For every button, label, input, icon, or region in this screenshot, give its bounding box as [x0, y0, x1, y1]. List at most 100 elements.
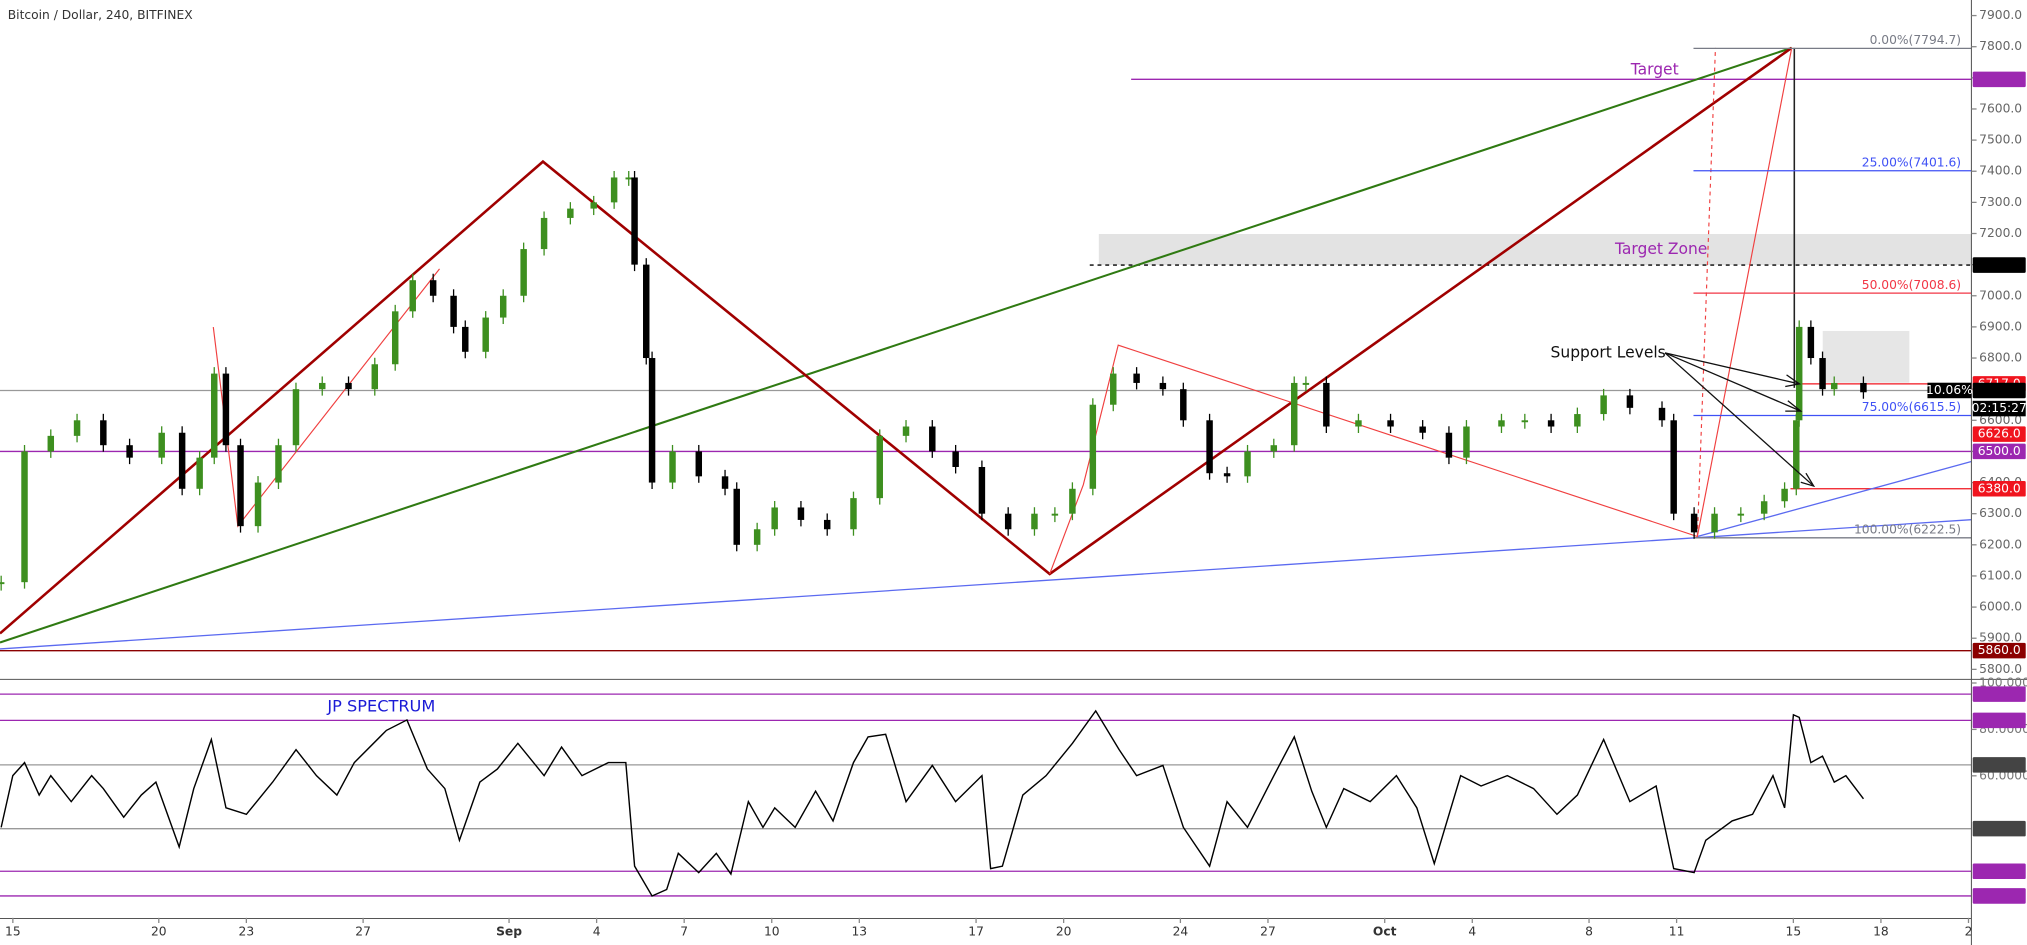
candle-body [21, 451, 28, 583]
candle-body [753, 529, 761, 545]
x-tick-label: 13 [852, 925, 868, 939]
candle-body [669, 451, 676, 483]
candle-body [1760, 501, 1768, 514]
levels [0, 78, 1972, 897]
drawings [0, 46, 1972, 650]
candle-body [1089, 404, 1097, 489]
candle-body [429, 280, 437, 296]
candle-body [733, 488, 740, 545]
candle-body [1498, 420, 1505, 427]
indicator-line [0, 709, 1865, 897]
candle-body [1180, 389, 1187, 421]
price-tag [1972, 443, 2026, 460]
y-tick-label: 7600.0 [1979, 101, 2022, 115]
candle-body [275, 445, 282, 483]
x-tick-label: 11 [1669, 925, 1685, 939]
support-arrows [1664, 352, 1816, 488]
price-tag [1972, 71, 2026, 88]
indicator-title: JP SPECTRUM [326, 697, 435, 716]
candle-body [625, 177, 632, 180]
candle-body [1658, 407, 1666, 421]
x-tick-label: 4 [1468, 925, 1476, 939]
candle-body [610, 177, 618, 203]
candle-body [222, 373, 230, 446]
level-tag [1972, 863, 2026, 879]
arrow-head [1785, 400, 1803, 412]
annotation: Support Levels [1551, 343, 1666, 361]
target-zone-box [1098, 233, 1972, 266]
x-tick-label: 10 [764, 925, 780, 939]
candle-body [1270, 445, 1278, 452]
x-tick-label: 18 [1873, 925, 1889, 939]
candle-body [1795, 326, 1803, 421]
level-tag [1972, 888, 2026, 904]
candle-body [1051, 513, 1059, 516]
candle-body [178, 432, 186, 489]
x-tick-label: 27 [355, 925, 371, 939]
candle-body [73, 420, 81, 436]
candle-body [1600, 395, 1607, 415]
price-tag [1972, 642, 2026, 659]
price-group [0, 170, 1867, 897]
candle-body [1711, 513, 1718, 533]
candle-body [482, 317, 489, 352]
candle-body [631, 177, 638, 265]
chart-title: Bitcoin / Dollar, 240, BITFINEX [8, 8, 193, 22]
change-tag [1927, 382, 1972, 399]
candle-body [1860, 382, 1867, 393]
candle-body [450, 295, 457, 327]
candle-body [1445, 432, 1453, 458]
candle-body [100, 420, 107, 446]
annotation: Target [1630, 60, 1679, 78]
y-tick-label: 7500.0 [1979, 133, 2022, 147]
candle-body [952, 451, 959, 467]
candle-body [1521, 420, 1529, 423]
candle-body [590, 202, 597, 209]
candle-body [1004, 513, 1012, 530]
x-tick-label: 17 [968, 925, 984, 939]
x-tick-label: 2 [1965, 925, 1973, 939]
y-tick-label: 6200.0 [1979, 537, 2022, 551]
candle-body [1133, 373, 1140, 383]
arrow [1664, 352, 1815, 487]
candle-body [1244, 451, 1251, 477]
candle-body [1819, 358, 1826, 390]
candle-body [1159, 382, 1167, 390]
candle-body [1069, 488, 1076, 514]
price-tag-label: 6626.0 [1978, 427, 2021, 441]
candle-body [1690, 513, 1698, 533]
candle-body [823, 519, 831, 530]
countdown-label: 02:15:27 [1972, 401, 2027, 415]
candle-body [409, 280, 416, 312]
y-tick-label: 6300.0 [1979, 506, 2022, 520]
trend-line [1697, 460, 1972, 538]
countdown-tag [1972, 400, 2026, 417]
candle-body [345, 382, 352, 390]
candle-body [1031, 513, 1038, 530]
price-tag-label: 6380.0 [1978, 481, 2021, 495]
fib-label: 100.00%(6222.5) [1854, 523, 1961, 537]
y-tick-label: 7800.0 [1979, 39, 2022, 53]
annotation: Target Zone [1614, 240, 1707, 258]
candle-body [126, 445, 133, 458]
candle-body [1110, 373, 1117, 405]
candle-body [1793, 420, 1800, 489]
y-tick-label: 6100.0 [1979, 568, 2022, 582]
candle-body [643, 264, 650, 359]
candle-body [371, 364, 379, 390]
level-tag [1972, 757, 2026, 773]
candle-body [540, 217, 548, 250]
candle-body [929, 426, 936, 452]
candle-body [462, 326, 469, 352]
candle-body [648, 358, 656, 483]
y-tick-label: 6000.0 [1979, 600, 2022, 614]
candle-body [1737, 513, 1745, 516]
candle-body [1807, 326, 1815, 359]
candle-body [1223, 473, 1231, 477]
candle-body [499, 295, 507, 318]
fib-label: 75.00%(6615.5) [1862, 400, 1961, 414]
y-tick-label: 7400.0 [1979, 164, 2022, 178]
candle-body [850, 498, 857, 530]
change-label: 10.06% [1926, 383, 1973, 397]
